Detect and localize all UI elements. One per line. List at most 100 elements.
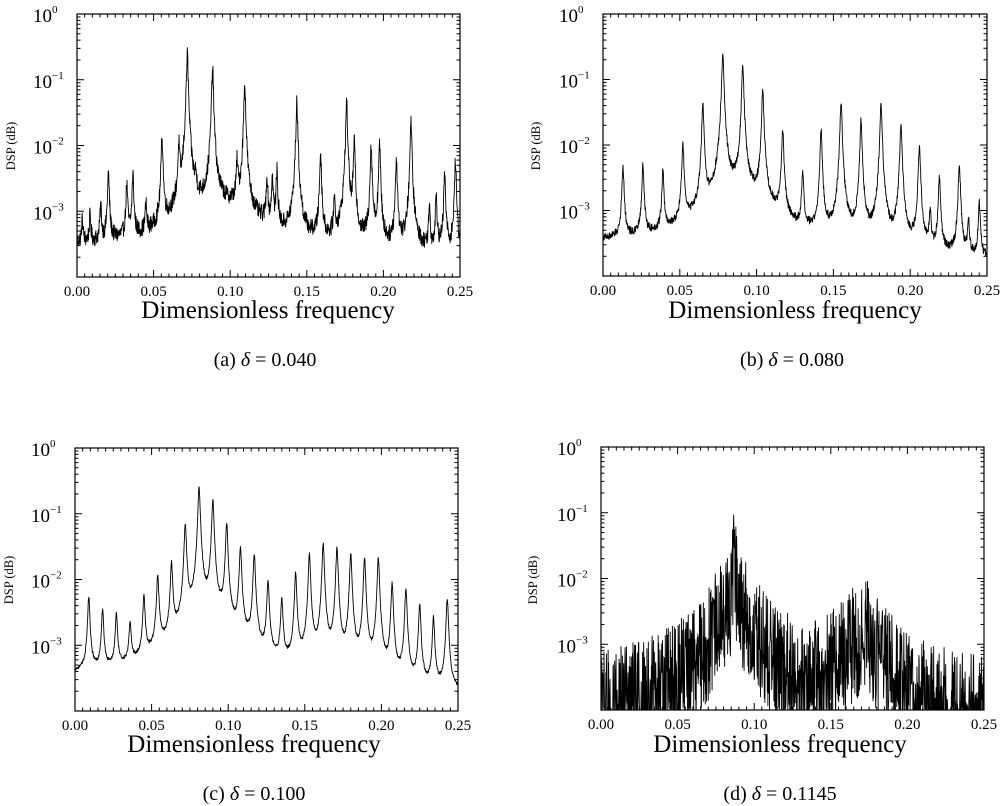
y-tick-exponent: 0 — [50, 438, 56, 450]
y-tick-label: 10−1 — [33, 70, 64, 93]
y-tick-base: 10 — [559, 203, 578, 224]
y-tick-base: 10 — [33, 6, 52, 27]
y-tick-base: 10 — [33, 138, 52, 159]
y-tick-base: 10 — [31, 440, 50, 461]
x-axis-title: Dimensionless frequency — [668, 297, 922, 324]
x-tick-label: 0.20 — [370, 284, 396, 300]
y-tick-exponent: −3 — [50, 635, 62, 647]
x-tick-label: 0.10 — [741, 717, 767, 733]
spectrum-line — [76, 47, 461, 248]
x-tick-label: 0.20 — [894, 717, 920, 733]
y-tick-exponent: −2 — [52, 136, 64, 148]
y-tick-base: 10 — [31, 506, 50, 527]
x-tick-label: 0.10 — [217, 284, 243, 300]
x-tick-label: 0.05 — [140, 284, 166, 300]
spectrum-line — [74, 486, 459, 686]
x-tick-label: 0.15 — [294, 284, 320, 300]
x-tick-label: 0.20 — [897, 283, 923, 299]
y-tick-label: 10−2 — [559, 135, 590, 158]
y-axis-title: DSP (dB) — [2, 556, 16, 605]
y-tick-exponent: −1 — [52, 70, 64, 82]
y-tick-label: 10−1 — [559, 70, 590, 93]
y-axis-title: DSP (dB) — [4, 122, 18, 171]
y-tick-label: 100 — [33, 4, 58, 27]
x-tick-label: 0.15 — [818, 717, 844, 733]
y-tick-base: 10 — [557, 505, 576, 526]
y-tick-label: 10−1 — [557, 503, 588, 526]
caption-prefix: (b) — [740, 349, 763, 371]
plot-frame — [602, 13, 988, 277]
x-tick-label: 0.00 — [64, 284, 90, 300]
caption-value: = 0.100 — [244, 783, 305, 805]
caption-prefix: (a) — [214, 349, 236, 371]
y-tick-label: 10−1 — [31, 504, 62, 527]
caption-value: = 0.1145 — [766, 783, 837, 805]
y-tick-exponent: 0 — [576, 437, 582, 449]
x-tick-label: 0.05 — [664, 717, 690, 733]
y-tick-base: 10 — [31, 572, 50, 593]
x-tick-label: 0.00 — [590, 283, 616, 299]
x-axis-title: Dimensionless frequency — [653, 731, 907, 758]
caption-value: = 0.040 — [255, 349, 316, 371]
x-tick-label: 0.25 — [971, 717, 997, 733]
panel-caption: (a) δ = 0.040 — [214, 349, 317, 371]
panel-d: DSP (dB) Dimensionless frequency (d) δ =… — [526, 437, 997, 805]
y-axis-title: DSP (dB) — [529, 122, 543, 171]
y-tick-label: 100 — [31, 438, 56, 461]
x-tick-label: 0.10 — [215, 718, 241, 734]
y-tick-label: 10−2 — [31, 570, 62, 593]
y-tick-exponent: −3 — [578, 201, 590, 213]
panel-caption: (b) δ = 0.080 — [740, 349, 844, 371]
y-tick-base: 10 — [33, 72, 52, 93]
panel-caption: (d) δ = 0.1145 — [723, 783, 836, 805]
y-tick-exponent: −1 — [578, 70, 590, 82]
plot-frame — [74, 447, 459, 712]
y-tick-base: 10 — [559, 6, 578, 27]
spectrum-line — [600, 514, 985, 711]
panel-a: DSP (dB) Dimensionless frequency (a) δ =… — [4, 4, 473, 371]
y-tick-exponent: −3 — [576, 634, 588, 646]
caption-symbol: δ — [241, 349, 251, 371]
y-tick-label: 100 — [557, 437, 582, 460]
x-tick-label: 0.05 — [667, 283, 693, 299]
caption-prefix: (c) — [203, 783, 225, 805]
plot-frame — [76, 13, 461, 278]
y-tick-label: 10−3 — [33, 201, 64, 224]
y-tick-label: 10−2 — [557, 569, 588, 592]
x-tick-label: 0.15 — [820, 283, 846, 299]
y-tick-base: 10 — [559, 72, 578, 93]
y-tick-exponent: −1 — [576, 503, 588, 515]
x-tick-label: 0.20 — [368, 718, 394, 734]
y-tick-exponent: −2 — [50, 570, 62, 582]
x-axis-title: Dimensionless frequency — [141, 297, 395, 324]
y-tick-exponent: −1 — [50, 504, 62, 516]
caption-prefix: (d) — [723, 783, 746, 805]
y-tick-label: 10−3 — [557, 634, 588, 657]
y-tick-base: 10 — [559, 137, 578, 158]
x-tick-label: 0.25 — [445, 718, 471, 734]
y-tick-base: 10 — [557, 636, 576, 657]
y-tick-exponent: −2 — [576, 569, 588, 581]
spectrum-line — [602, 53, 988, 257]
y-tick-label: 100 — [559, 4, 584, 27]
caption-symbol: δ — [768, 349, 778, 371]
caption-value: = 0.080 — [783, 349, 844, 371]
x-tick-label: 0.00 — [588, 717, 614, 733]
y-tick-exponent: 0 — [578, 4, 584, 16]
x-tick-label: 0.05 — [138, 718, 164, 734]
y-tick-exponent: −3 — [52, 201, 64, 213]
panel-b: DSP (dB) Dimensionless frequency (b) δ =… — [529, 4, 1000, 371]
panel-c: DSP (dB) Dimensionless frequency (c) δ =… — [2, 438, 471, 805]
y-tick-exponent: −2 — [578, 135, 590, 147]
panel-caption: (c) δ = 0.100 — [203, 783, 306, 805]
x-tick-label: 0.25 — [974, 283, 1000, 299]
y-tick-label: 10−2 — [33, 136, 64, 159]
y-tick-base: 10 — [31, 637, 50, 658]
y-axis-title: DSP (dB) — [526, 556, 540, 605]
x-tick-label: 0.00 — [62, 718, 88, 734]
x-tick-label: 0.25 — [447, 284, 473, 300]
y-tick-base: 10 — [557, 439, 576, 460]
caption-symbol: δ — [752, 783, 762, 805]
x-tick-label: 0.10 — [743, 283, 769, 299]
